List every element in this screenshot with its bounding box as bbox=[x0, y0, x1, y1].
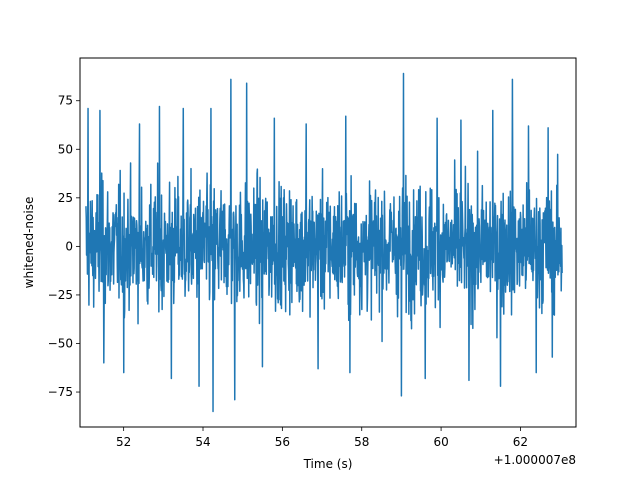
axes-frame bbox=[79, 57, 577, 428]
y-tick-label: −75 bbox=[48, 385, 73, 399]
x-tick-label: 56 bbox=[275, 435, 290, 449]
y-tick-label: 0 bbox=[65, 239, 73, 253]
x-axis-label: Time (s) bbox=[303, 457, 353, 471]
y-axis-ticks: −75 −50 −25 0 25 50 75 bbox=[48, 94, 80, 399]
x-tick-label: 58 bbox=[354, 435, 369, 449]
series-line bbox=[85, 72, 563, 413]
x-axis-ticks: 52 54 56 58 60 62 bbox=[116, 427, 528, 449]
y-tick-label: −25 bbox=[48, 288, 73, 302]
y-tick-label: 50 bbox=[58, 142, 73, 156]
y-tick-label: −50 bbox=[48, 336, 73, 350]
x-tick-label: 52 bbox=[116, 435, 131, 449]
y-tick-label: 25 bbox=[58, 191, 73, 205]
x-tick-label: 62 bbox=[513, 435, 528, 449]
x-tick-label: 54 bbox=[195, 435, 210, 449]
x-tick-label: 60 bbox=[433, 435, 448, 449]
y-axis-label: whitened-noise bbox=[22, 197, 36, 289]
y-tick-label: 75 bbox=[58, 94, 73, 108]
plot-area bbox=[85, 72, 563, 413]
x-offset-label: +1.000007e8 bbox=[494, 453, 576, 467]
